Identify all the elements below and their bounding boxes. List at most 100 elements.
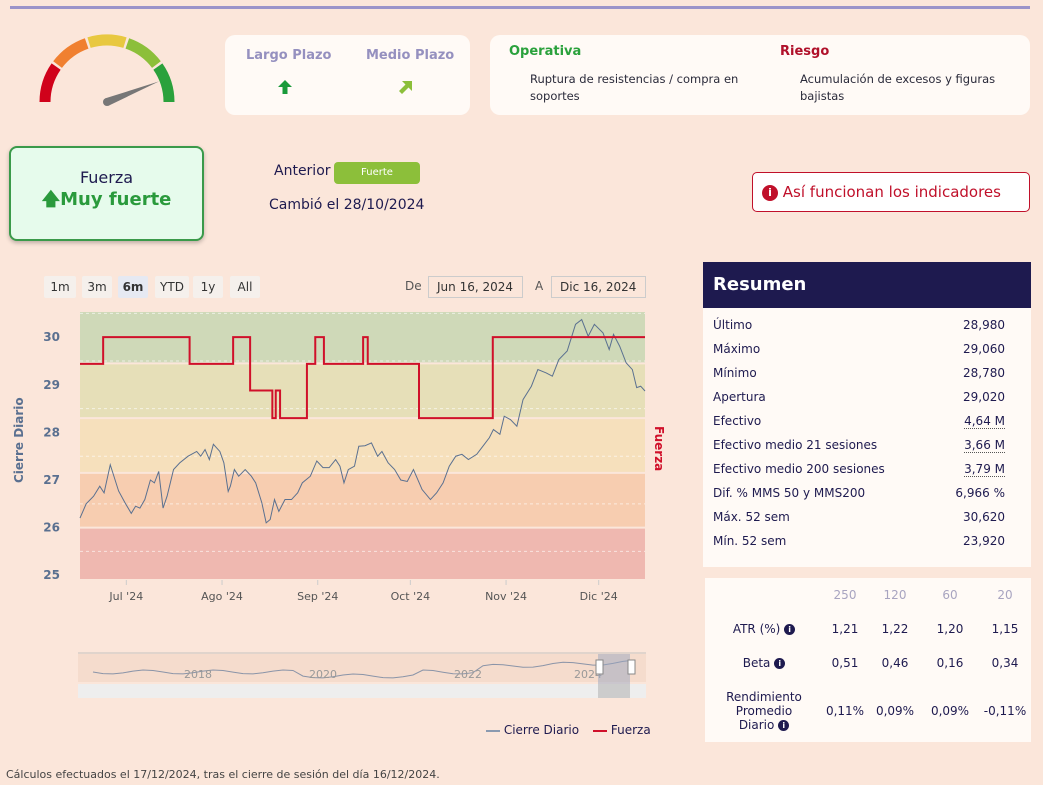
resumen-value: 3,79 M [964, 462, 1005, 477]
gauge-segment [39, 63, 61, 103]
resumen-label: Último [713, 318, 753, 332]
y-tick-label: 30 [43, 330, 60, 344]
info-icon[interactable]: i [774, 658, 786, 669]
top-divider [10, 6, 1030, 9]
stats-value: 1,21 [831, 622, 859, 636]
chart-band [80, 473, 645, 527]
resumen-row: Mín. 52 sem 23,920 [713, 534, 1005, 548]
resumen-value: 29,060 [963, 342, 1005, 356]
navigator[interactable]: 2018 2020 2022 2024 [78, 652, 646, 698]
navigator-year-label: 2022 [454, 668, 482, 681]
cierre-diario-line [79, 318, 646, 524]
navigator-year-label: 2020 [309, 668, 337, 681]
resumen-value: 6,966 % [955, 486, 1005, 500]
stats-value: 0,16 [936, 656, 964, 670]
resumen-row: Dif. % MMS 50 y MMS200 6,966 % [713, 486, 1005, 500]
range-button-1m[interactable]: 1m [44, 276, 76, 298]
range-button-6m[interactable]: 6m [118, 276, 148, 298]
changed-date: Cambió el 28/10/2024 [269, 197, 425, 213]
stats-row-label: Rendimiento Promedio Diario i [726, 690, 802, 732]
range-button-3m[interactable]: 3m [82, 276, 112, 298]
y-tick-label: 25 [43, 568, 60, 582]
date-to-input[interactable]: Dic 16, 2024 [551, 276, 646, 298]
resumen-row: Efectivo medio 21 sesiones 3,66 M [713, 438, 1005, 453]
resumen-row: Efectivo 4,64 M [713, 414, 1005, 429]
resumen-label: Mín. 52 sem [713, 534, 787, 548]
navigator-scrollbar[interactable] [78, 684, 646, 698]
resumen-label: Máx. 52 sem [713, 510, 790, 524]
stats-value: 0,46 [881, 656, 909, 670]
range-button-ytd[interactable]: YTD [155, 276, 189, 298]
chart-band [80, 528, 645, 579]
period-header: 20 [997, 588, 1013, 602]
navigator-series [92, 659, 634, 679]
legend-item-cierre[interactable]: Cierre Diario [486, 723, 579, 737]
resumen-label: Efectivo medio 21 sesiones [713, 438, 878, 452]
arrow-up-icon: 🡅 [41, 189, 61, 210]
info-icon[interactable]: i [778, 720, 790, 731]
x-tick-label: Oct '24 [391, 590, 431, 603]
medio-plazo-label: Medio Plazo [366, 48, 455, 63]
gauge-hub [103, 98, 111, 106]
gauge-segment [53, 38, 89, 69]
y-tick-label: 28 [43, 425, 60, 439]
riesgo-title: Riesgo [780, 44, 830, 59]
range-button-all[interactable]: All [230, 276, 260, 298]
anterior-label: Anterior [274, 163, 331, 179]
legend: Cierre Diario Fuerza [486, 723, 651, 737]
fuerza-value: Muy fuerte [60, 189, 172, 210]
fuerza-card: Fuerza 🡅Muy fuerte [9, 146, 204, 241]
y-tick-label: 27 [43, 473, 60, 487]
x-tick-label: Dic '24 [580, 590, 618, 603]
resumen-label: Apertura [713, 390, 766, 404]
operativa-riesgo-card: Operativa Ruptura de resistencias / comp… [490, 35, 1030, 115]
period-header: 60 [942, 588, 958, 602]
date-from-label: De [405, 279, 422, 293]
resumen-value: 29,020 [963, 390, 1005, 404]
x-tick-label: Sep '24 [297, 590, 338, 603]
navigator-handle[interactable] [595, 659, 604, 675]
fuerza-label: Fuerza [79, 168, 134, 187]
stats-row-label: Beta i [719, 656, 809, 670]
stats-value: 0,09% [930, 704, 970, 718]
indicators-help-button[interactable]: i Así funcionan los indicadores [752, 172, 1030, 212]
date-from-input[interactable]: Jun 16, 2024 [428, 276, 523, 298]
chart-band [80, 364, 645, 418]
resumen-row: Apertura 29,020 [713, 390, 1005, 404]
largo-plazo-label: Largo Plazo [246, 48, 332, 63]
resumen-label: Máximo [713, 342, 761, 356]
riesgo-text: Acumulación de excesos y figuras bajista… [800, 72, 996, 103]
y-axis-title: Cierre Diario [12, 397, 26, 483]
resumen-value: 28,780 [963, 366, 1005, 380]
resumen-value: 23,920 [963, 534, 1005, 548]
arrow-up-icon [278, 80, 292, 94]
price-chart: 25 26 27 28 29 30 Jul '24 Ago '24 Sep '24 Oct '24… [43, 312, 646, 603]
resumen-value: 30,620 [963, 510, 1005, 524]
y-tick-label: 29 [43, 378, 60, 392]
legend-item-fuerza[interactable]: Fuerza [593, 723, 651, 737]
operativa-title: Operativa [509, 44, 582, 59]
anterior-badge: Fuerte [334, 162, 420, 184]
horizons-card: Largo Plazo Medio Plazo [225, 35, 470, 115]
stats-value: -0,11% [983, 704, 1027, 718]
y2-axis-title: Fuerza [652, 426, 666, 472]
stats-value: 0,51 [831, 656, 859, 670]
x-tick-label: Jul '24 [108, 590, 143, 603]
info-icon[interactable]: i [784, 624, 796, 635]
range-button-1y[interactable]: 1y [193, 276, 223, 298]
navigator-handle[interactable] [627, 659, 636, 675]
navigator-scroll-thumb[interactable] [598, 684, 630, 698]
resumen-label: Efectivo [713, 414, 762, 428]
fuerza-line [80, 336, 645, 420]
stats-value: 1,15 [991, 622, 1019, 636]
help-button-label: Así funcionan los indicadores [782, 183, 1001, 201]
stats-table: 250 120 60 20 ATR (%) i 1,21 1,22 1,20 1,15 Beta … [705, 578, 1031, 742]
resumen-label: Efectivo medio 200 sesiones [713, 462, 885, 476]
navigator-year-label: 2018 [184, 668, 212, 681]
gauge-needle [105, 81, 160, 106]
footer-note: Cálculos efectuados el 17/12/2024, tras … [6, 768, 440, 781]
resumen-row: Último 28,980 [713, 318, 1005, 332]
resumen-label: Dif. % MMS 50 y MMS200 [713, 486, 866, 500]
stats-value: 0,34 [991, 656, 1019, 670]
x-tick-label: Ago '24 [201, 590, 243, 603]
